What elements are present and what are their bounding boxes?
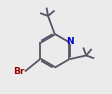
Text: Br: Br bbox=[13, 67, 24, 76]
Text: N: N bbox=[66, 37, 73, 46]
